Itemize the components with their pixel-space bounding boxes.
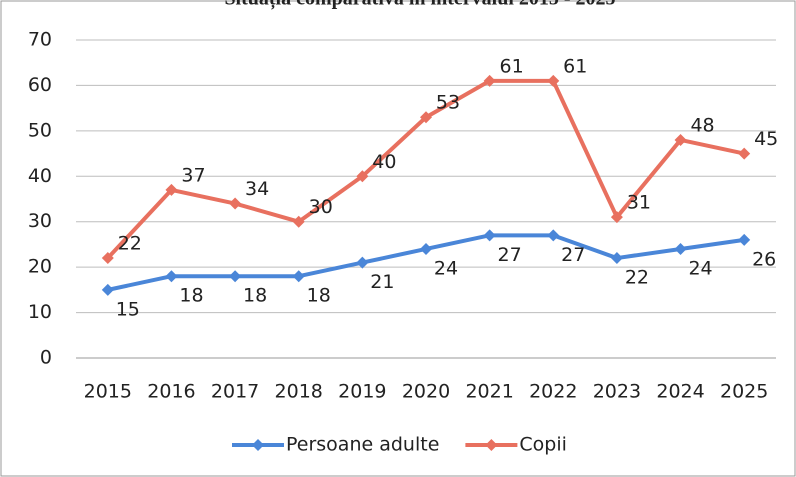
x-tick-label: 2021	[465, 381, 513, 403]
data-label: 18	[243, 285, 267, 307]
marker	[420, 111, 432, 124]
chart-title: Situația comparativă în intervalul 2015 …	[224, 0, 615, 11]
marker	[101, 283, 114, 296]
marker	[483, 74, 496, 87]
data-label: 27	[561, 244, 585, 266]
data-label: 18	[179, 285, 203, 307]
data-label: 24	[688, 257, 712, 279]
marker	[292, 215, 305, 228]
marker	[165, 270, 178, 283]
marker	[483, 229, 496, 242]
x-tick-label: 2020	[402, 381, 450, 403]
marker	[292, 270, 305, 283]
marker	[674, 242, 687, 255]
data-label: 53	[436, 92, 460, 114]
y-tick-label: 70	[28, 29, 52, 51]
marker	[547, 229, 560, 242]
y-tick-label: 60	[28, 74, 52, 96]
data-label: 15	[116, 298, 140, 320]
legend-marker	[252, 439, 264, 451]
marker	[610, 252, 623, 265]
x-tick-label: 2022	[529, 381, 577, 403]
marker	[420, 242, 432, 255]
x-tick-label: 2015	[84, 381, 132, 403]
marker	[610, 211, 623, 224]
y-tick-label: 20	[28, 256, 52, 278]
data-label: 34	[245, 178, 269, 200]
marker	[356, 170, 369, 183]
marker	[229, 197, 242, 210]
marker	[101, 252, 114, 265]
data-label: 26	[752, 248, 776, 270]
x-tick-label: 2017	[211, 381, 259, 403]
marker	[674, 133, 687, 146]
legend-marker	[485, 439, 498, 451]
marker	[738, 147, 751, 160]
data-label: 37	[181, 164, 205, 186]
data-label: 27	[498, 244, 522, 266]
marker	[738, 233, 751, 246]
data-label: 45	[754, 128, 778, 150]
x-tick-label: 2025	[720, 381, 768, 403]
data-label: 40	[372, 151, 396, 173]
data-label: 21	[370, 271, 394, 293]
y-tick-label: 30	[28, 210, 52, 232]
y-tick-label: 10	[28, 301, 52, 323]
marker	[356, 256, 369, 269]
marker	[229, 270, 242, 283]
marker	[547, 74, 560, 87]
y-tick-label: 50	[28, 119, 52, 141]
data-label: 22	[118, 233, 142, 255]
x-tick-label: 2018	[275, 381, 323, 403]
data-label: 22	[625, 267, 649, 289]
data-label: 31	[627, 192, 651, 214]
y-tick-label: 0	[40, 347, 52, 369]
data-label: 30	[309, 196, 333, 218]
legend-label: Persoane adulte	[286, 434, 439, 456]
x-tick-label: 2016	[147, 381, 195, 403]
x-tick-label: 2024	[656, 381, 704, 403]
marker	[165, 183, 178, 196]
legend-label: Copii	[519, 434, 567, 456]
data-label: 18	[307, 285, 331, 307]
y-tick-label: 40	[28, 165, 52, 187]
data-label: 48	[690, 114, 714, 136]
data-label: 24	[434, 257, 458, 279]
x-tick-label: 2023	[593, 381, 641, 403]
data-label: 61	[500, 55, 524, 77]
data-label: 61	[563, 55, 587, 77]
x-tick-label: 2019	[338, 381, 386, 403]
